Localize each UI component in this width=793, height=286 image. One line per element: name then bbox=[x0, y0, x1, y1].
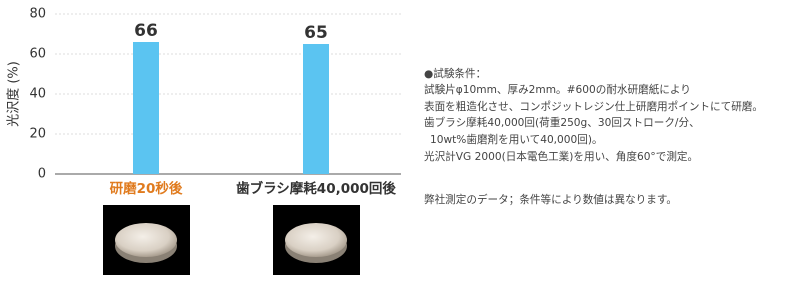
note-line: 光沢計VG 2000(日本電色工業)を用い、角度60°で測定。 bbox=[424, 150, 698, 163]
note-line: ●試験条件： bbox=[424, 67, 486, 80]
note-line: 表面を粗造化させ、コンポジットレジン仕上研磨用ポイントにて研磨。 bbox=[424, 100, 763, 113]
sample-photo bbox=[273, 205, 360, 275]
y-tick-label: 60 bbox=[29, 47, 46, 62]
note-line: 歯ブラシ摩耗40,000回(荷重250g、30回ストローク/分、 bbox=[424, 116, 700, 129]
y-tick-label: 80 bbox=[29, 7, 46, 22]
y-tick-label: 40 bbox=[29, 87, 46, 102]
bar bbox=[303, 44, 329, 174]
x-tick-label: 歯ブラシ摩耗40,000回後 bbox=[236, 180, 396, 197]
y-axis-label: 光沢度 (%) bbox=[6, 61, 22, 127]
x-tick-label: 研磨20秒後 bbox=[110, 180, 183, 197]
chart: 光沢度 (%) 0 20 40 60 80 66 研磨20秒後 65 歯ブラシ摩耗40,000回… bbox=[0, 0, 793, 282]
note-line: 10wt%歯磨剤を用いて40,000回)。 bbox=[430, 133, 603, 146]
y-tick-label: 0 bbox=[38, 167, 46, 182]
bar bbox=[133, 42, 159, 174]
value-label: 66 bbox=[134, 21, 158, 41]
value-label: 65 bbox=[304, 23, 328, 43]
sample-photo bbox=[103, 205, 190, 275]
note-line: 試験片φ10mm、厚み2mm。#600の耐水研磨紙により bbox=[424, 83, 691, 96]
note-line: 弊社測定のデータ；条件等により数値は異なります。 bbox=[424, 193, 677, 206]
y-tick-label: 20 bbox=[29, 127, 46, 142]
page: {"chart_data": {"type": "bar", "y_label"… bbox=[0, 0, 793, 282]
